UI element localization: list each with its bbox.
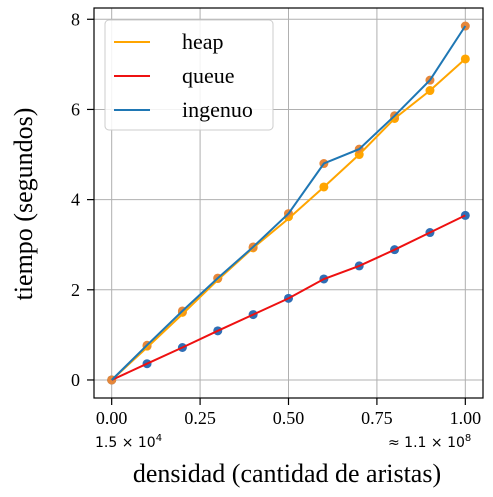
x-tick-label: 0.50 bbox=[273, 408, 305, 428]
x-tick-label: 0.25 bbox=[184, 408, 216, 428]
y-tick-label: 6 bbox=[71, 99, 80, 119]
x-annotation-left: 1.5 × 104 bbox=[95, 433, 162, 451]
tick-layer: 0.00 0.25 0.50 0.75 1.00 0 2 4 6 8 bbox=[71, 9, 481, 428]
legend-box bbox=[104, 19, 274, 131]
x-tick-label: 1.00 bbox=[450, 408, 482, 428]
y-axis-title: tiempo (segundos) bbox=[9, 108, 38, 301]
x-axis-title: densidad (cantidad de aristas) bbox=[133, 459, 441, 488]
series-line-ingenuo bbox=[110, 25, 467, 381]
x-annotation-right: ≈ 1.1 × 108 bbox=[388, 433, 471, 451]
x-annotation-left-exponent: 4 bbox=[156, 433, 162, 444]
legend-label-heap: heap bbox=[182, 29, 224, 54]
x-tick-label: 0.00 bbox=[96, 408, 128, 428]
y-tick-label: 0 bbox=[71, 370, 80, 390]
y-tick-label: 4 bbox=[71, 190, 80, 210]
y-tick-label: 8 bbox=[71, 9, 80, 29]
series-layer bbox=[107, 21, 470, 385]
series-line-heap bbox=[111, 58, 466, 381]
legend-label-queue: queue bbox=[182, 63, 235, 88]
data-point-queue bbox=[460, 210, 470, 220]
y-tick-label: 2 bbox=[71, 280, 80, 300]
series-line-queue bbox=[111, 214, 466, 381]
x-tick-label: 0.75 bbox=[361, 408, 393, 428]
legend-label-ingenuo: ingenuo bbox=[182, 97, 253, 122]
legend: heap queue ingenuo bbox=[104, 19, 274, 131]
x-annotation-right-exponent: 8 bbox=[465, 433, 471, 444]
